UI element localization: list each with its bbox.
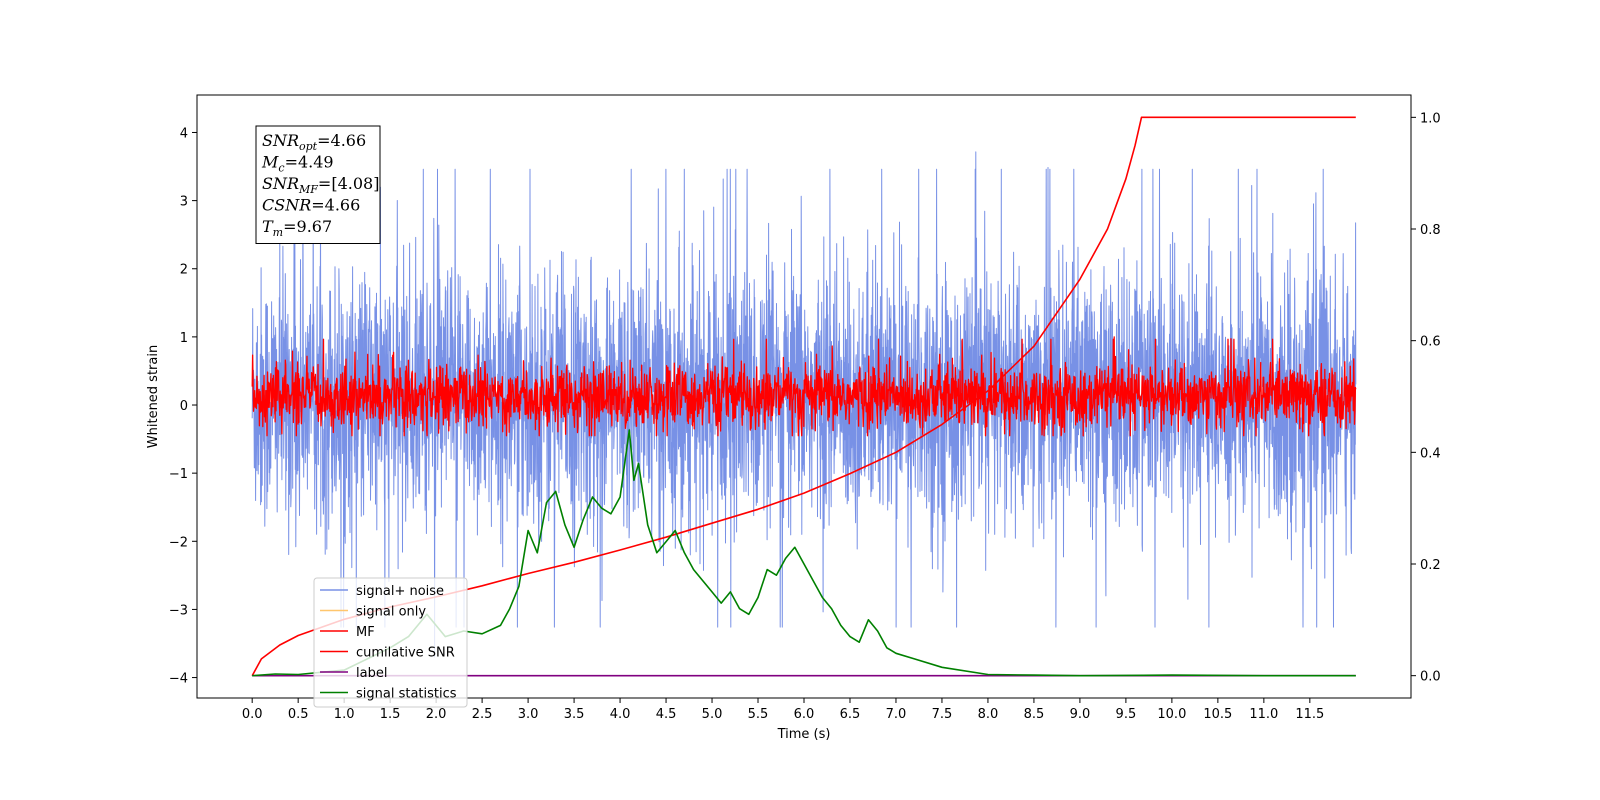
legend-label: signal+ noise (356, 584, 444, 599)
series-signal-statistics (252, 429, 1356, 677)
x-tick-label: 5.5 (748, 707, 769, 722)
y-tick-label: −3 (169, 603, 188, 618)
x-tick-label: 7.0 (886, 707, 907, 722)
x-tick-label: 10.0 (1157, 707, 1186, 722)
y2-tick-label: 0.8 (1420, 223, 1441, 238)
annotation-line: SNRMF=[4.08] (262, 174, 379, 196)
legend-label: MF (356, 625, 375, 640)
x-tick-label: 10.5 (1203, 707, 1232, 722)
x-tick-label: 0.5 (288, 707, 309, 722)
x-tick-label: 9.0 (1070, 707, 1091, 722)
x-tick-label: 8.0 (978, 707, 999, 722)
x-tick-label: 4.5 (656, 707, 677, 722)
x-tick-label: 2.0 (426, 707, 447, 722)
legend-entry: MF (320, 625, 375, 640)
x-tick-label: 6.5 (840, 707, 861, 722)
legend-entry: signal statistics (320, 687, 457, 702)
series-mf (251, 336, 1357, 437)
x-tick-label: 11.5 (1295, 707, 1324, 722)
y2-tick-label: 1.0 (1420, 111, 1441, 126)
y-tick-label: 1 (180, 331, 188, 346)
x-tick-label: 7.5 (932, 707, 953, 722)
y2-tick-label: 0.0 (1420, 670, 1441, 685)
x-tick-label: 0.0 (242, 707, 263, 722)
y-tick-label: −4 (169, 672, 188, 687)
legend-frame (313, 577, 468, 708)
y2-tick-label: 0.6 (1420, 335, 1441, 350)
legend-label: label (356, 666, 387, 681)
y-tick-label: 2 (180, 263, 188, 278)
legend-entry: signal only (320, 605, 426, 620)
x-tick-label: 2.5 (472, 707, 493, 722)
y-tick-label: 0 (180, 399, 188, 414)
x-tick-label: 5.0 (702, 707, 723, 722)
x-tick-label: 1.0 (334, 707, 355, 722)
legend-entry: signal+ noise (320, 584, 444, 599)
y-tick-label: 3 (180, 195, 188, 210)
y-tick-label: −2 (169, 535, 188, 550)
y2-tick-label: 0.4 (1420, 446, 1441, 461)
legend-label: cumilative SNR (356, 646, 455, 661)
y-tick-label: 4 (180, 126, 188, 141)
annotation-line: Mc=4.49 (261, 153, 334, 175)
x-tick-label: 4.0 (610, 707, 631, 722)
x-tick-label: 3.0 (518, 707, 539, 722)
x-tick-label: 8.5 (1024, 707, 1045, 722)
annotation-line: Tm=9.67 (262, 217, 332, 239)
annotation-line: SNRopt=4.66 (262, 131, 366, 153)
legend-label: signal statistics (356, 687, 457, 702)
x-tick-label: 3.5 (564, 707, 585, 722)
x-axis-label: Time (s) (777, 727, 831, 742)
x-tick-label: 6.0 (794, 707, 815, 722)
y-tick-label: −1 (169, 467, 188, 482)
y2-tick-label: 0.2 (1420, 558, 1441, 573)
y-axis-label: Whitened strain (146, 345, 161, 448)
legend-entry: label (320, 666, 387, 681)
axes: 0.0 0.5 1.0 1.5 2.0 2.5 3.0 3.5 4.0 4.5 5.0 5.5 6.0 6… (146, 94, 1441, 742)
legend-label: signal only (356, 605, 426, 620)
x-tick-label: 9.5 (1116, 707, 1137, 722)
annotation-line: CSNR=4.66 (262, 196, 360, 215)
x-tick-label: 11.0 (1249, 707, 1278, 722)
x-tick-label: 1.5 (380, 707, 401, 722)
annotation-frame (255, 125, 381, 244)
legend: signal+ noise signal only MF cumilative SNR… (313, 577, 468, 708)
legend-entry: cumilative SNR (320, 646, 455, 661)
